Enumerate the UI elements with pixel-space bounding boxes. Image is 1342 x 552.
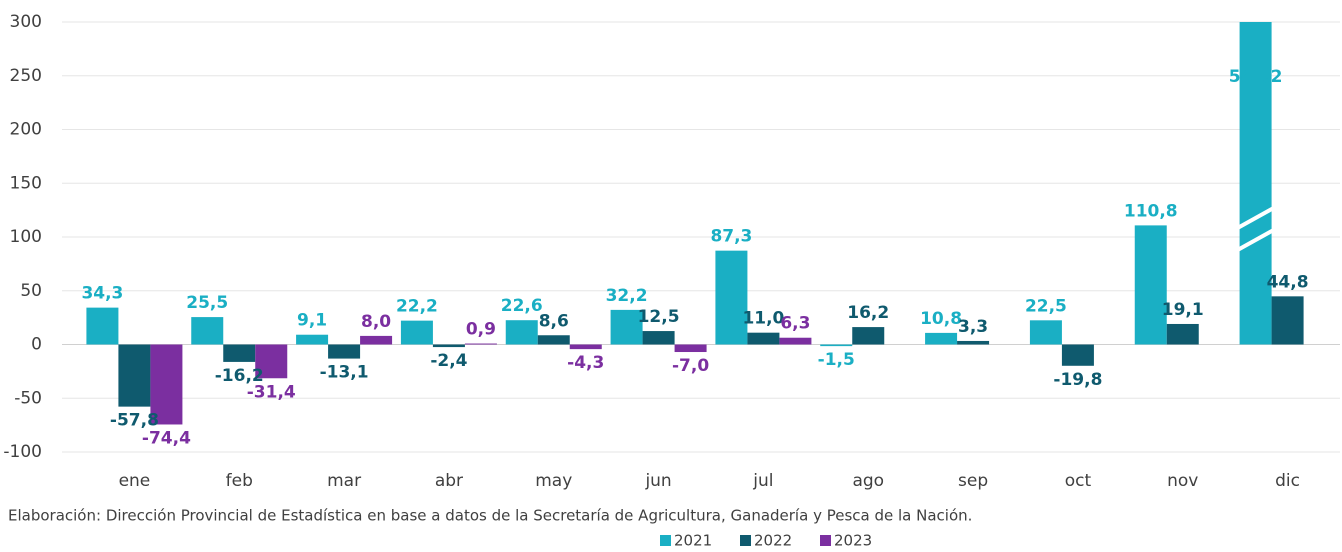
y-tick-label: 300 (10, 12, 42, 32)
value-label: 34,3 (81, 284, 123, 304)
legend-swatch (820, 535, 831, 546)
bar (852, 327, 885, 345)
value-label: -16,2 (215, 366, 264, 386)
value-label: 87,3 (710, 227, 752, 247)
x-tick-label: feb (226, 471, 253, 491)
value-label: 541,2 (1229, 67, 1283, 87)
bar (820, 344, 853, 347)
value-label: 44,8 (1267, 272, 1309, 292)
value-label: 9,1 (297, 311, 327, 331)
value-label: 22,6 (501, 296, 543, 316)
axis-break (1236, 206, 1275, 230)
x-tick-label: may (535, 471, 572, 491)
x-tick-label: abr (435, 471, 463, 491)
legend-swatch (740, 535, 751, 546)
bar (642, 331, 675, 345)
bar (1134, 225, 1167, 345)
value-label: -31,4 (247, 382, 296, 402)
bar (957, 340, 990, 345)
legend-label: 2021 (674, 532, 712, 550)
bar (569, 344, 602, 350)
bar (150, 344, 183, 425)
value-label: 3,3 (958, 317, 988, 337)
axis-break (1236, 228, 1275, 252)
x-tick-label: sep (958, 471, 988, 491)
y-tick-label: -50 (14, 388, 42, 408)
bars (86, 22, 1304, 425)
y-tick-label: 100 (10, 227, 42, 247)
bar (1239, 22, 1272, 345)
value-label: 25,5 (186, 293, 228, 313)
bar (118, 344, 151, 407)
x-tick-label: jul (752, 471, 773, 491)
bar (464, 343, 497, 345)
y-tick-label: 250 (10, 66, 42, 86)
value-label: 32,2 (606, 286, 648, 306)
value-label: -1,5 (818, 350, 855, 370)
bar (191, 317, 224, 345)
value-label: 0,9 (466, 320, 496, 340)
bar (779, 337, 812, 345)
bar (328, 344, 361, 359)
y-tick-label: 150 (10, 173, 42, 193)
value-label: 22,2 (396, 297, 438, 317)
source-note: Elaboración: Dirección Provincial de Est… (8, 507, 972, 525)
legend-label: 2022 (754, 532, 792, 550)
legend-swatch (660, 535, 671, 546)
value-label: 8,0 (361, 312, 391, 332)
bar (400, 320, 433, 345)
y-tick-label: -100 (3, 442, 42, 462)
value-label: -2,4 (430, 351, 467, 371)
value-label: -74,4 (142, 428, 191, 448)
value-label: 8,6 (539, 311, 569, 331)
bar (610, 309, 643, 345)
y-tick-label: 0 (31, 335, 42, 355)
bar (432, 344, 465, 348)
value-label: 12,5 (638, 307, 680, 327)
bar (925, 332, 958, 345)
bar (255, 344, 288, 379)
value-label: -57,8 (110, 411, 159, 431)
value-label: -7,0 (672, 356, 709, 376)
x-tick-label: mar (327, 471, 361, 491)
x-tick-label: jun (644, 471, 671, 491)
bar (747, 332, 780, 345)
bar (537, 335, 570, 345)
y-tick-label: 50 (20, 281, 42, 301)
bar (674, 344, 707, 353)
y-tick-label: 200 (10, 120, 42, 140)
value-label: 22,5 (1025, 296, 1067, 316)
value-label: 10,8 (920, 309, 962, 329)
bar (86, 307, 119, 345)
value-label: -13,1 (320, 363, 369, 383)
bar (296, 334, 329, 345)
value-label: 16,2 (847, 303, 889, 323)
bar (505, 320, 538, 345)
value-label: 19,1 (1162, 300, 1204, 320)
value-label: 11,0 (742, 309, 784, 329)
value-label: 6,3 (780, 314, 810, 334)
bar (715, 250, 748, 345)
bar (1061, 344, 1094, 366)
legend-label: 2023 (834, 532, 872, 550)
bar (223, 344, 256, 362)
bar (1166, 323, 1199, 345)
bar (1029, 320, 1062, 345)
x-tick-label: nov (1167, 471, 1198, 491)
x-tick-label: ene (119, 471, 151, 491)
value-label: -19,8 (1053, 370, 1102, 390)
bar (1271, 296, 1304, 345)
x-tick-label: dic (1275, 471, 1300, 491)
value-label: -4,3 (567, 353, 604, 373)
x-tick-label: ago (852, 471, 884, 491)
bar (360, 335, 393, 345)
x-tick-label: oct (1065, 471, 1092, 491)
value-label: 110,8 (1124, 201, 1178, 221)
